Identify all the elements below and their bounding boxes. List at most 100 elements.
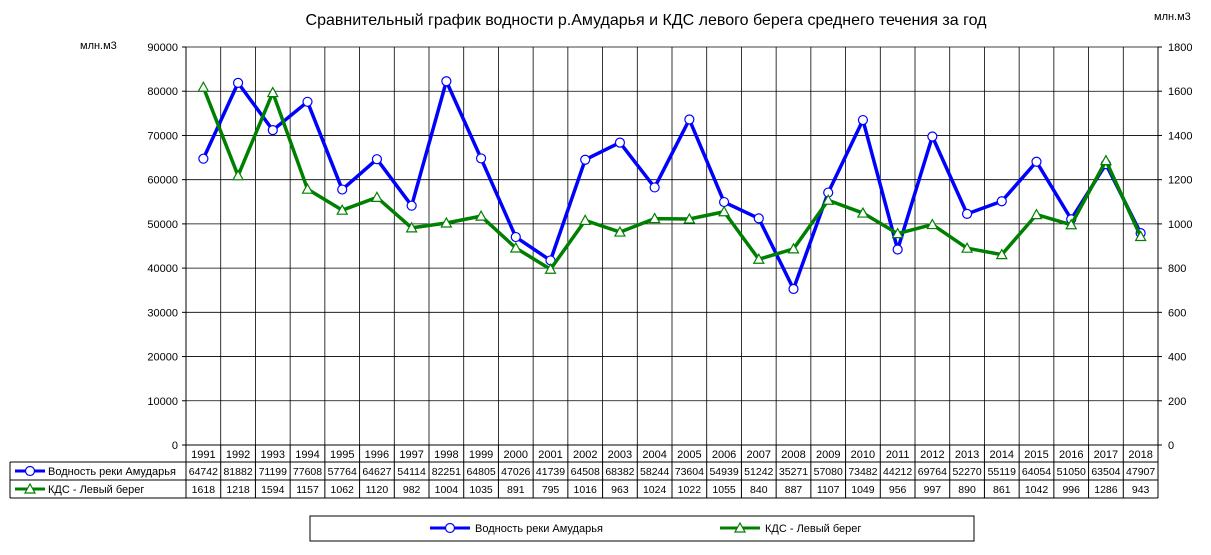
- right-axis-tick-label: 0: [1168, 440, 1174, 452]
- table-year-cell: 2001: [538, 449, 562, 461]
- data-point-marker: [475, 153, 487, 164]
- table-value-cell: 73604: [675, 466, 704, 478]
- table-value-cell: 997: [924, 484, 942, 496]
- table-value-cell: 52270: [952, 466, 981, 478]
- table-value-cell: 1157: [296, 484, 319, 496]
- data-point-marker: [266, 86, 279, 98]
- table-value-cell: 51050: [1057, 466, 1086, 478]
- table-value-cell: 1120: [366, 484, 389, 496]
- table-value-cell: 54939: [709, 466, 738, 478]
- table-value-cell: 64627: [362, 466, 391, 478]
- table-year-cell: 1997: [399, 449, 423, 461]
- data-point-marker: [684, 114, 695, 125]
- data-point-marker: [1134, 230, 1147, 242]
- data-point-marker: [718, 205, 731, 217]
- table-value-cell: 890: [958, 484, 976, 496]
- data-point-marker: [996, 196, 1007, 207]
- data-point-marker: [857, 114, 869, 126]
- data-point-marker: [718, 196, 730, 208]
- table-value-cell: 1042: [1025, 484, 1049, 496]
- right-axis-tick-label: 600: [1168, 307, 1186, 319]
- table-year-cell: 1993: [261, 449, 285, 461]
- table-value-cell: 81882: [223, 466, 252, 478]
- data-point-marker: [649, 182, 660, 193]
- table-value-cell: 71199: [259, 466, 288, 478]
- table-series-label: КДС - Левый берег: [48, 484, 144, 496]
- data-point-marker: [961, 208, 973, 219]
- table-value-cell: 1594: [261, 484, 285, 496]
- series-line-1: [201, 79, 1143, 291]
- table-value-cell: 1286: [1094, 484, 1118, 496]
- data-point-marker: [441, 76, 452, 87]
- left-axis-unit: млн.м3: [80, 40, 117, 52]
- data-point-marker: [733, 521, 747, 533]
- right-axis-unit: млн.м3: [1154, 11, 1191, 23]
- table-year-cell: 2015: [1024, 449, 1048, 461]
- table-year-cell: 2017: [1094, 449, 1118, 461]
- data-point-marker: [23, 482, 37, 494]
- table-value-cell: 1062: [331, 484, 355, 496]
- table-value-cell: 82251: [432, 466, 461, 478]
- right-axis-tick-label: 1600: [1168, 86, 1192, 98]
- table-year-cell: 2009: [816, 449, 840, 461]
- table-year-cell: 2008: [781, 449, 805, 461]
- table-value-cell: 69764: [918, 466, 947, 478]
- data-point-marker: [648, 212, 661, 224]
- left-axis-tick-label: 50000: [147, 219, 178, 231]
- data-point-marker: [302, 96, 313, 107]
- table-year-cell: 2010: [851, 449, 875, 461]
- data-point-marker: [822, 193, 835, 205]
- table-value-cell: 64508: [571, 466, 600, 478]
- table-year-cell: 2013: [955, 449, 979, 461]
- data-point-marker: [787, 242, 800, 254]
- table-year-cell: 2003: [608, 449, 632, 461]
- table-value-cell: 996: [1062, 484, 1080, 496]
- table-value-cell: 47907: [1126, 466, 1155, 478]
- left-axis-tick-label: 30000: [147, 307, 178, 319]
- data-point-marker: [510, 231, 521, 243]
- table-value-cell: 982: [403, 484, 421, 496]
- table-value-cell: 1618: [192, 484, 216, 496]
- table-value-cell: 1035: [469, 484, 493, 496]
- right-axis-tick-label: 1000: [1168, 219, 1192, 231]
- table-value-cell: 963: [611, 484, 629, 496]
- data-point-marker: [475, 209, 488, 221]
- table-value-cell: 64054: [1022, 466, 1051, 478]
- table-value-cell: 840: [750, 484, 768, 496]
- data-point-marker: [927, 131, 938, 142]
- table-year-cell: 1995: [330, 449, 354, 461]
- left-axis-tick-label: 60000: [147, 175, 178, 187]
- table-value-cell: 51242: [744, 466, 773, 478]
- data-point-marker: [753, 213, 764, 224]
- right-axis-tick-label: 1800: [1168, 42, 1192, 54]
- table-value-cell: 54114: [397, 466, 426, 478]
- table-year-cell: 2007: [747, 449, 771, 461]
- left-axis-tick-label: 90000: [147, 42, 178, 54]
- data-point-marker: [232, 169, 245, 181]
- legend-box: [309, 515, 975, 542]
- data-point-marker: [613, 225, 626, 237]
- data-point-marker: [892, 244, 903, 255]
- table-value-cell: 1055: [712, 484, 736, 496]
- left-axis-tick-label: 40000: [147, 263, 178, 275]
- data-point-marker: [406, 200, 417, 211]
- table-value-cell: 861: [993, 484, 1011, 496]
- table-value-cell: 44212: [883, 466, 912, 478]
- table-value-cell: 1022: [678, 484, 702, 496]
- table-value-cell: 73482: [848, 466, 877, 478]
- table-year-cell: 1991: [191, 449, 215, 461]
- table-value-cell: 1004: [435, 484, 459, 496]
- table-value-cell: 58244: [640, 466, 669, 478]
- table-value-cell: 1049: [851, 484, 875, 496]
- data-point-marker: [337, 184, 348, 195]
- data-point-marker: [614, 137, 626, 148]
- data-point-marker: [301, 182, 314, 194]
- data-point-marker: [405, 221, 418, 233]
- data-point-marker: [856, 206, 869, 218]
- data-point-marker: [232, 77, 244, 88]
- data-point-marker: [683, 212, 696, 224]
- data-point-marker: [579, 214, 592, 225]
- table-year-cell: 2004: [642, 449, 666, 461]
- table-value-cell: 64805: [466, 466, 495, 478]
